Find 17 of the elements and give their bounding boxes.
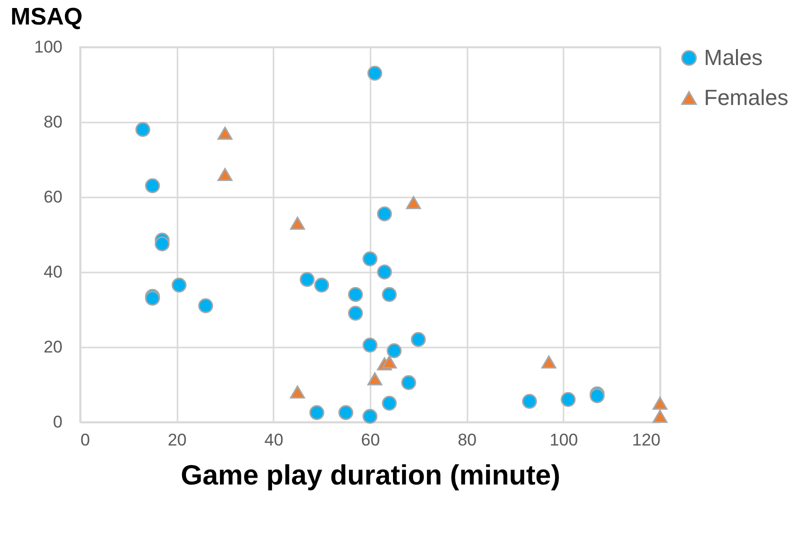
x-tick-label: 0 (80, 430, 90, 450)
x-tick-label: 40 (264, 430, 284, 450)
x-axis-title: Game play duration (minute) (180, 460, 560, 490)
y-axis-title: MSAQ (10, 4, 82, 30)
x-tick-label: 60 (361, 430, 380, 450)
x-tick-label: 20 (168, 430, 187, 450)
y-tick-label: 0 (53, 412, 62, 432)
x-tick-label: 80 (458, 430, 477, 450)
y-tick-label: 20 (44, 338, 62, 356)
x-tick-label: 120 (632, 430, 660, 450)
y-tick-label: 40 (44, 262, 62, 282)
legend-label: Females (704, 85, 788, 110)
y-tick-label: 60 (44, 188, 62, 206)
legend-label: Males (704, 45, 763, 70)
y-tick-label: 80 (44, 112, 62, 132)
y-tick-label: 100 (34, 38, 62, 56)
x-tick-label: 100 (550, 430, 578, 450)
